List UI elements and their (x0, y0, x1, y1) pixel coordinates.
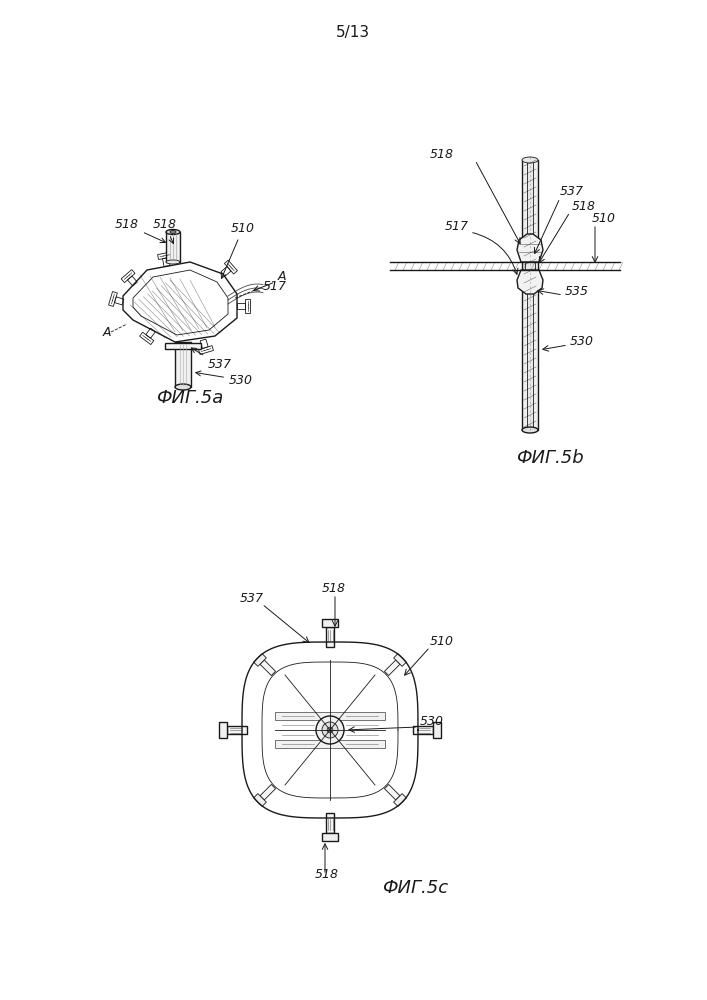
Polygon shape (275, 740, 385, 748)
Polygon shape (165, 343, 201, 349)
Text: 510: 510 (592, 212, 616, 225)
Text: ФИГ.5c: ФИГ.5c (382, 879, 448, 897)
Text: 530: 530 (420, 715, 444, 728)
Text: 5/13: 5/13 (336, 24, 370, 39)
Circle shape (327, 727, 333, 733)
Text: ФИГ.5a: ФИГ.5a (156, 389, 223, 407)
Text: 518: 518 (115, 219, 165, 243)
Text: 530: 530 (570, 335, 594, 348)
Ellipse shape (522, 157, 538, 163)
Polygon shape (326, 627, 334, 647)
Ellipse shape (166, 230, 180, 234)
Polygon shape (326, 813, 334, 833)
Polygon shape (385, 784, 400, 800)
Text: 517: 517 (263, 280, 287, 293)
Text: 518: 518 (430, 148, 454, 161)
Ellipse shape (166, 260, 180, 264)
Text: 510: 510 (221, 222, 255, 278)
Polygon shape (385, 660, 400, 676)
Polygon shape (227, 726, 247, 734)
Polygon shape (175, 342, 191, 387)
Polygon shape (413, 726, 433, 734)
Text: 537: 537 (192, 348, 232, 371)
Polygon shape (260, 784, 276, 800)
Ellipse shape (170, 231, 176, 233)
Polygon shape (254, 794, 267, 806)
Text: 530: 530 (196, 371, 253, 386)
Polygon shape (219, 722, 227, 738)
Circle shape (322, 722, 338, 738)
Polygon shape (527, 160, 533, 430)
Polygon shape (260, 660, 276, 676)
Polygon shape (166, 232, 180, 262)
Ellipse shape (522, 427, 538, 433)
Text: ФИГ.5b: ФИГ.5b (516, 449, 584, 467)
Text: 517: 517 (445, 220, 469, 233)
Polygon shape (322, 833, 338, 841)
Circle shape (316, 716, 344, 744)
Text: 518: 518 (322, 582, 346, 595)
Polygon shape (322, 619, 338, 627)
Polygon shape (394, 654, 407, 666)
Polygon shape (394, 794, 407, 806)
Polygon shape (525, 262, 535, 270)
Text: A: A (278, 270, 286, 283)
Text: 510: 510 (430, 635, 454, 648)
Text: 518: 518 (572, 200, 596, 213)
Text: 518: 518 (153, 219, 177, 243)
Polygon shape (522, 160, 538, 430)
Polygon shape (275, 712, 385, 720)
Polygon shape (517, 234, 543, 262)
Polygon shape (254, 654, 267, 666)
Text: 537: 537 (240, 592, 264, 605)
Ellipse shape (175, 384, 191, 390)
Polygon shape (433, 722, 441, 738)
Text: 535: 535 (565, 285, 589, 298)
Text: 537: 537 (560, 185, 584, 198)
Text: 518: 518 (315, 868, 339, 881)
Polygon shape (517, 270, 543, 294)
Text: A: A (103, 326, 112, 339)
